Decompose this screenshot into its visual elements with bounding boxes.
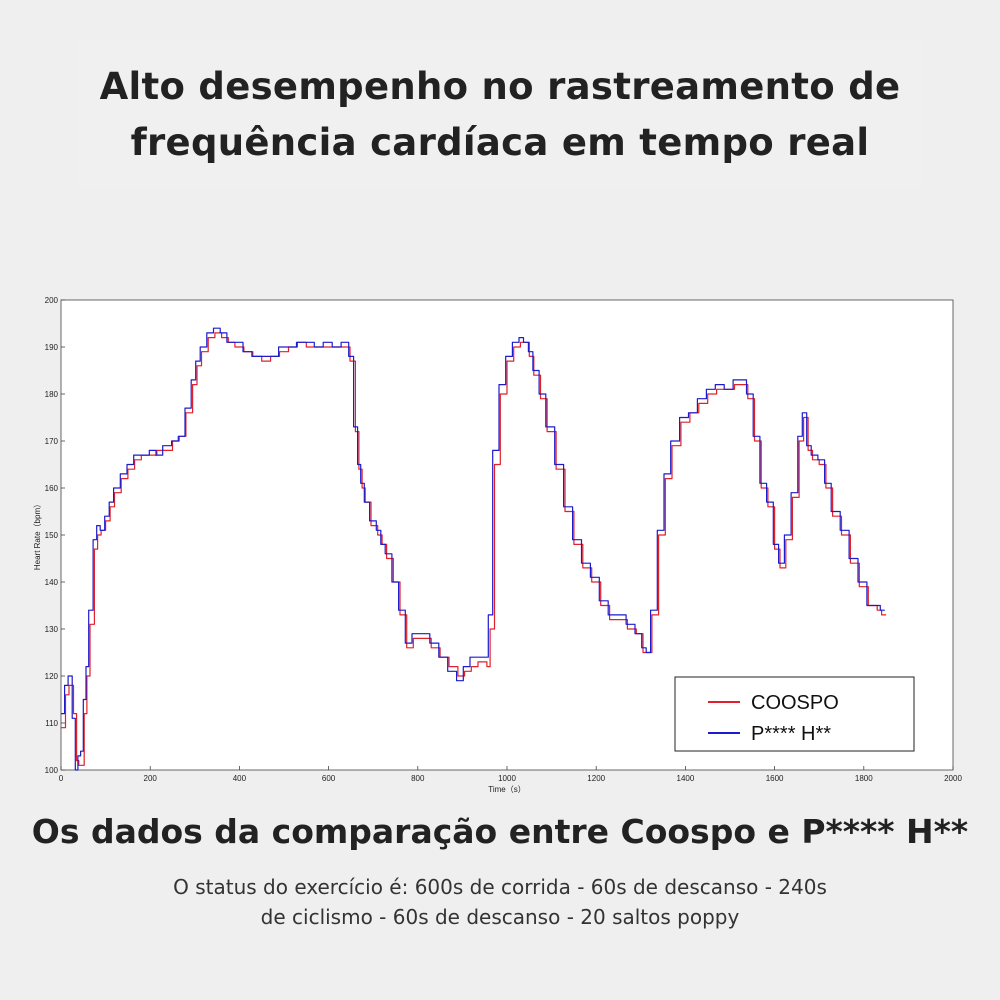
y-tick-label: 160 [45, 484, 59, 493]
y-tick-label: 140 [45, 578, 59, 587]
x-tick-label: 1000 [498, 774, 516, 783]
y-tick-label: 200 [45, 296, 59, 305]
heart-rate-chart: 0 200 400 600 800 1000 1200 1400 1600 1800 2000 100… [0, 285, 1000, 805]
y-tick-label: 130 [45, 625, 59, 634]
comparison-title: Os dados da comparação entre Coospo e P*… [31, 812, 969, 851]
legend-label-p-h: P**** H** [751, 723, 831, 745]
exercise-caption: O status do exercício é: 600s de corrida… [100, 872, 900, 932]
x-tick-label: 2000 [944, 774, 962, 783]
x-tick-label: 400 [233, 774, 247, 783]
series-line-p-h [61, 327, 885, 771]
y-tick-label: 170 [45, 437, 59, 446]
y-tick-label: 120 [45, 672, 59, 681]
headline-line-2: frequência cardíaca em tempo real [130, 121, 870, 164]
x-tick-label: 1800 [855, 774, 873, 783]
y-tick-label: 150 [45, 531, 59, 540]
x-tick-label: 0 [59, 774, 64, 783]
headline-banner: Alto desempenho no rastreamento de frequ… [78, 40, 922, 190]
x-tick-label: 1400 [677, 774, 695, 783]
chart-svg: 0 200 400 600 800 1000 1200 1400 1600 1800 2000 100… [33, 296, 962, 794]
x-tick-label: 200 [144, 774, 158, 783]
x-tick-label: 600 [322, 774, 336, 783]
legend-box [674, 676, 915, 752]
y-tick-label: 190 [45, 343, 59, 352]
caption-line-1: O status do exercício é: 600s de corrida… [173, 875, 827, 899]
x-tick-label: 800 [411, 774, 425, 783]
y-tick-label: 110 [45, 719, 58, 728]
x-tick-label: 1600 [766, 774, 784, 783]
legend-label-coospo: COOSPO [751, 692, 839, 714]
caption-line-2: de ciclismo - 60s de descanso - 20 salto… [260, 905, 740, 929]
legend: COOSPO P**** H** [674, 676, 915, 752]
headline-line-1: Alto desempenho no rastreamento de [99, 65, 901, 108]
y-tick-label: 100 [45, 766, 59, 775]
x-axis-label: Time（s） [488, 785, 525, 794]
y-axis-label: Heart Rate（bpm） [33, 500, 42, 570]
x-tick-label: 1200 [587, 774, 605, 783]
y-tick-label: 180 [45, 390, 59, 399]
